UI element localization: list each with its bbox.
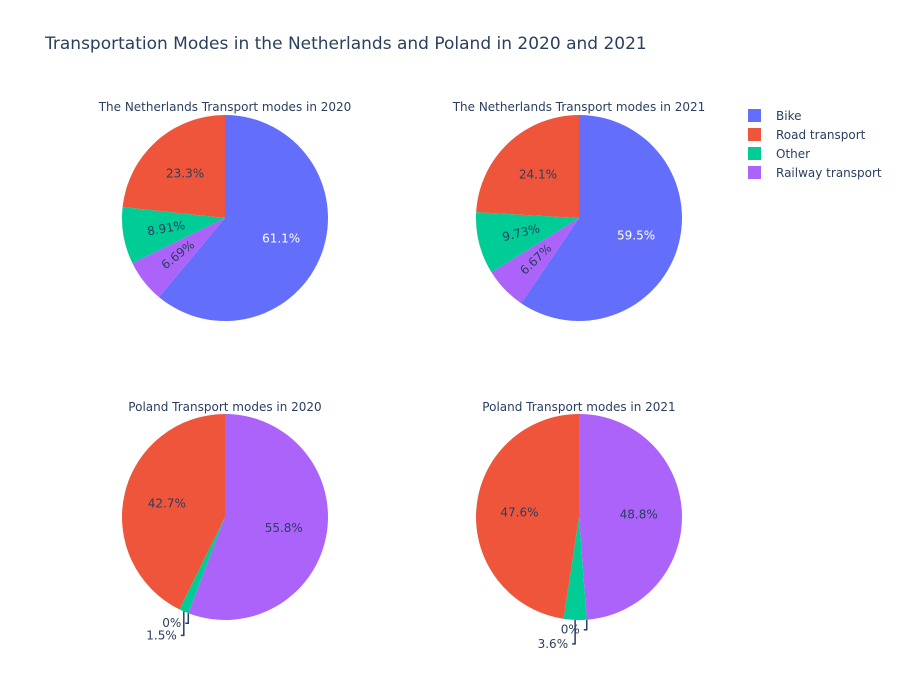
slice-railway-transport[interactable] [132,218,225,297]
legend-item-road-transport[interactable]: Road transport [748,125,882,144]
leader-line [583,619,588,631]
slice-label-road-transport: 23.3% [166,167,204,181]
legend-label: Road transport [776,127,866,142]
pie-chart-1: The Netherlands Transport modes in 2020 6… [98,100,352,322]
slice-label-bike: 59.5% [617,229,655,243]
legend: Bike Road transport Other Railway transport [748,106,882,182]
legend-swatch [748,109,761,122]
slice-label-road-transport: 24.1% [519,168,557,182]
slice-other[interactable] [179,517,225,614]
slice-road-transport[interactable] [121,414,225,610]
slice-other[interactable] [476,212,579,273]
slice-label-railway-transport: 55.8% [265,521,303,535]
slice-road-transport[interactable] [122,115,225,218]
slice-railway-transport[interactable] [579,414,683,620]
pie-chart-2: The Netherlands Transport modes in 2021 5… [452,100,706,321]
legend-item-bike[interactable]: Bike [748,106,882,125]
legend-swatch [748,128,761,141]
chart-title: Transportation Modes in the Netherlands … [45,34,647,54]
leader-line [180,611,185,637]
legend-label: Railway transport [776,165,882,180]
slice-label-bike: 61.1% [262,231,300,245]
slice-label-other: 3.6% [538,637,569,651]
subplot-title: The Netherlands Transport modes in 2021 [452,100,706,114]
legend-label: Bike [776,108,802,123]
slice-road-transport[interactable] [476,115,579,218]
slice-label-road-transport: 47.6% [500,506,538,520]
slice-label-bike: 0% [162,616,181,630]
slice-bike[interactable] [158,115,328,322]
leader-line [572,619,576,645]
slice-label-road-transport: 42.7% [148,496,186,510]
subplot-title: Poland Transport modes in 2021 [482,400,675,414]
legend-item-railway-transport[interactable]: Railway transport [748,163,882,182]
slice-railway-transport[interactable] [188,414,328,620]
slice-label-other: 8.91% [146,218,186,238]
legend-label: Other [776,146,811,161]
slice-label-bike: 0% [561,623,580,637]
subplot-title: The Netherlands Transport modes in 2020 [98,100,352,114]
slice-railway-transport[interactable] [491,218,579,304]
slice-bike[interactable] [521,115,683,321]
subplot-title: Poland Transport modes in 2020 [128,400,321,414]
legend-swatch [748,166,761,179]
slice-label-railway-transport: 48.8% [620,508,658,522]
pie-chart-3: Poland Transport modes in 2020 55.8% 0%1.5… [121,400,328,642]
pie-chart-4: Poland Transport modes in 2021 48.8% 0%3.6… [476,400,683,651]
slice-road-transport[interactable] [476,414,579,619]
slice-other[interactable] [122,207,225,264]
legend-item-other[interactable]: Other [748,144,882,163]
slice-other[interactable] [563,517,587,620]
slice-label-other: 1.5% [146,628,177,642]
leader-line [185,613,190,624]
legend-swatch [748,147,761,160]
